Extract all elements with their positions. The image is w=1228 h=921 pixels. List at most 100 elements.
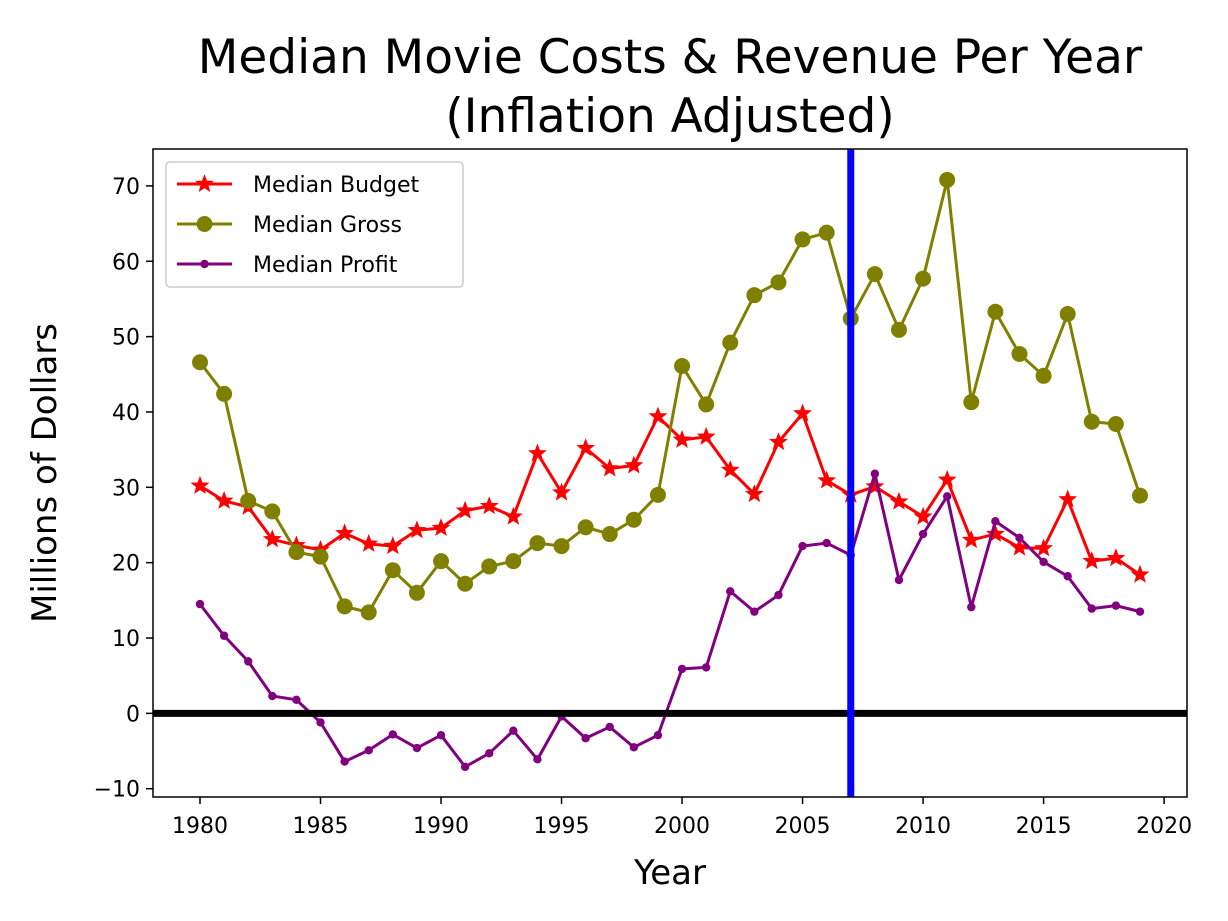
data-point-median-gross-1993 [505,553,522,570]
data-point-median-profit-2017 [1087,604,1096,613]
data-point-median-profit-1980 [195,599,205,609]
data-point-median-budget-1987 [359,533,379,552]
data-point-median-budget-2016 [1058,489,1078,508]
data-point-median-gross-1988 [384,562,401,579]
data-point-median-profit-1986 [340,757,349,766]
data-point-median-budget-1980 [190,475,210,494]
data-point-median-profit-2019 [1135,607,1145,616]
data-point-median-gross-1991 [457,575,474,592]
data-point-median-gross-2004 [770,274,787,291]
y-tick-label: 40 [112,401,140,426]
x-tick-label: 1985 [293,814,349,839]
data-point-median-budget-2010 [913,506,933,525]
legend-label: Median Budget [253,173,420,198]
data-point-median-budget-2002 [720,460,740,479]
data-point-median-budget-2003 [744,484,764,503]
data-point-median-budget-1986 [335,523,355,542]
data-point-median-budget-1983 [262,529,282,548]
data-point-median-gross-1981 [216,385,233,402]
data-point-median-profit-2006 [822,538,831,548]
data-point-median-profit-2016 [1063,572,1072,581]
data-point-median-budget-2017 [1082,551,1102,570]
y-tick-label: 20 [112,552,140,577]
data-point-median-budget-1989 [407,520,427,539]
data-point-median-budget-1993 [503,506,523,525]
data-point-median-profit-1987 [364,746,373,755]
data-point-median-gross-1986 [336,598,353,615]
data-point-median-budget-2019 [1130,564,1150,583]
data-point-median-gross-2002 [722,334,739,351]
data-point-median-gross-2012 [963,394,980,411]
data-point-median-gross-2001 [698,396,715,413]
data-point-median-gross-1989 [408,584,425,601]
legend-entry-median-profit: Median Profit [177,253,398,278]
legend-marker [196,216,213,232]
x-tick-label: 1980 [172,814,228,839]
data-point-median-profit-1996 [581,734,590,743]
data-point-median-gross-1998 [625,511,642,528]
y-tick-label: 50 [112,326,140,351]
data-point-median-budget-2012 [961,530,981,549]
legend-marker [200,259,209,269]
data-point-median-budget-2018 [1106,548,1126,567]
data-point-median-budget-2004 [769,432,788,451]
data-point-median-budget-1999 [648,406,668,425]
data-point-median-gross-2003 [746,287,763,304]
data-point-median-profit-1991 [460,762,470,772]
data-point-median-budget-1988 [383,536,403,555]
data-point-median-gross-1999 [649,486,666,503]
data-point-median-profit-1982 [244,657,253,666]
data-point-median-gross-2018 [1107,416,1124,433]
data-point-median-profit-1988 [388,730,398,739]
legend-label: Median Profit [253,253,398,278]
data-point-median-profit-2003 [750,607,759,616]
data-point-median-profit-2018 [1111,601,1121,610]
data-point-median-budget-1997 [600,458,620,477]
data-point-median-budget-2011 [937,469,957,488]
series-median-gross [192,171,1148,621]
data-point-median-profit-1999 [653,731,663,740]
data-point-median-budget-2001 [696,426,716,445]
data-point-median-gross-2008 [866,266,883,283]
legend: Median Budget Median Gross Median Profit [165,161,464,288]
y-tick-label: 10 [112,627,140,652]
axes-frame [152,148,1188,798]
data-point-median-profit-1984 [292,695,301,704]
y-tick-label: 0 [126,702,140,727]
data-point-median-budget-1996 [576,438,596,457]
data-point-median-gross-2017 [1083,413,1100,430]
data-point-median-profit-1994 [533,755,542,764]
x-tick-label: 1995 [534,814,590,839]
x-tick-label: 2005 [775,814,831,839]
data-point-median-budget-1981 [214,490,234,509]
x-tick-label: 1990 [413,814,469,839]
y-tick-label: 30 [112,476,140,501]
data-point-median-profit-1981 [219,631,229,640]
data-point-median-budget-2005 [793,403,812,422]
data-point-median-budget-1995 [552,482,571,501]
data-point-median-profit-2005 [798,541,807,551]
data-point-median-budget-2009 [889,491,909,510]
data-point-median-profit-1985 [316,718,325,727]
legend-label: Median Gross [253,213,402,238]
data-point-median-gross-2016 [1059,306,1076,323]
y-tick-label: 70 [112,175,140,200]
data-point-median-profit-2015 [1039,557,1048,567]
chart-title-line-2: (Inflation Adjusted) [445,89,894,144]
data-point-median-budget-2015 [1034,538,1054,557]
data-point-median-gross-2009 [890,321,907,338]
data-point-median-gross-1992 [481,558,498,575]
series-line-median-profit [198,472,1141,769]
data-point-median-gross-2014 [1011,345,1028,362]
data-point-median-profit-2004 [774,590,783,600]
plot-area [153,149,1187,797]
data-point-median-profit-1993 [509,726,518,735]
data-point-median-gross-1990 [433,553,450,570]
data-point-median-budget-2006 [817,470,837,489]
data-point-median-gross-1997 [601,526,618,543]
data-point-median-budget-2000 [672,429,692,448]
data-point-median-gross-2005 [794,231,811,248]
data-point-median-budget-1998 [624,455,644,474]
data-point-median-gross-1980 [192,354,208,371]
